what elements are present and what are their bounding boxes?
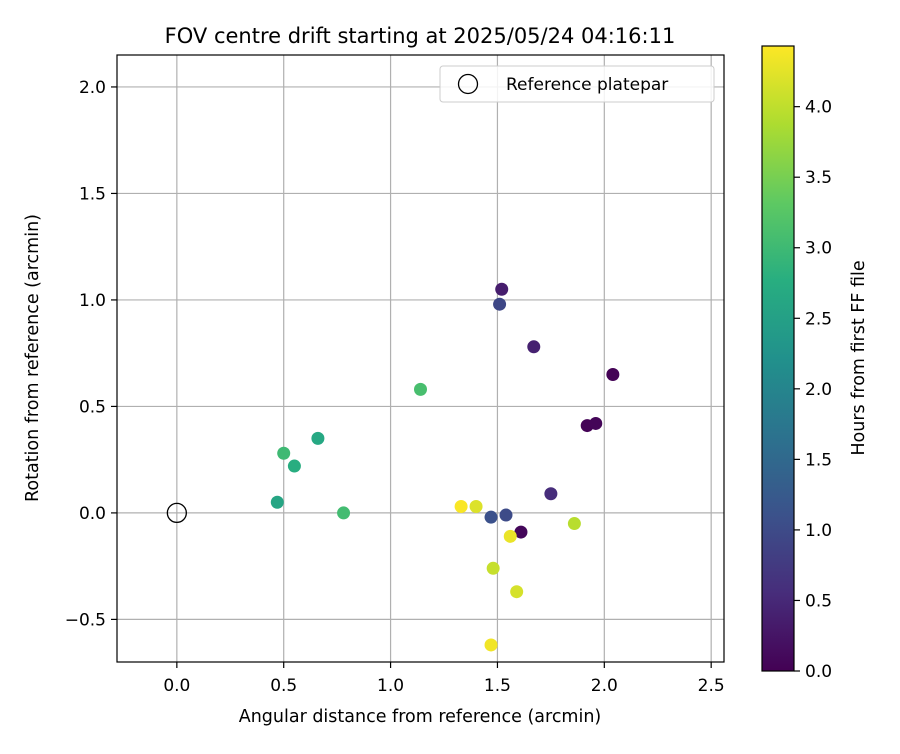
data-point xyxy=(311,431,325,445)
data-point xyxy=(484,510,498,524)
data-point xyxy=(484,638,498,652)
data-point xyxy=(527,340,541,354)
data-point xyxy=(270,495,284,509)
y-tick-label: 1.5 xyxy=(79,184,106,204)
legend: Reference platepar xyxy=(439,65,715,103)
data-point xyxy=(514,525,528,539)
x-tick-label: 0.0 xyxy=(163,676,190,696)
colorbar-gradient xyxy=(762,46,794,671)
legend-reference-marker xyxy=(457,73,479,95)
colorbar-tick-label: 0.0 xyxy=(805,662,832,682)
y-axis-ticks: −0.5 0.0 0.5 1.0 1.5 2.0 xyxy=(65,78,117,630)
colorbar-tick-label: 4.0 xyxy=(805,98,832,118)
reference-marker-group xyxy=(166,502,187,524)
x-tick-label: 0.5 xyxy=(270,676,297,696)
x-axis-label: Angular distance from reference (arcmin) xyxy=(239,707,602,727)
data-point xyxy=(277,446,291,460)
legend-label: Reference platepar xyxy=(506,75,668,95)
data-point xyxy=(469,500,483,514)
data-point xyxy=(606,367,620,381)
data-point xyxy=(589,416,603,430)
y-tick-label: 0.0 xyxy=(79,504,106,524)
data-point xyxy=(337,506,351,520)
data-point xyxy=(454,500,468,514)
x-tick-label: 1.5 xyxy=(484,676,511,696)
x-tick-label: 1.0 xyxy=(377,676,404,696)
data-point xyxy=(486,561,500,575)
data-point xyxy=(510,585,524,599)
colorbar-tick-label: 0.5 xyxy=(805,591,832,611)
data-point xyxy=(287,459,301,473)
legend-box xyxy=(439,65,715,103)
colorbar-tick-label: 2.0 xyxy=(805,380,832,400)
colorbar-label: Hours from first FF file xyxy=(849,260,869,455)
x-tick-label: 2.5 xyxy=(698,676,725,696)
colorbar-tick-label: 3.0 xyxy=(805,239,832,259)
y-tick-label: −0.5 xyxy=(65,610,106,630)
colorbar-ticks: 0.0 0.5 1.0 1.5 2.0 2.5 3.0 3.5 4.0 xyxy=(794,98,832,682)
y-axis-label: Rotation from reference (arcmin) xyxy=(23,214,43,502)
data-point xyxy=(495,282,509,296)
colorbar-frame xyxy=(761,45,795,672)
y-tick-label: 0.5 xyxy=(79,397,106,417)
data-point xyxy=(414,382,427,396)
y-tick-label: 1.0 xyxy=(79,291,106,311)
x-tick-label: 2.0 xyxy=(591,676,618,696)
data-point xyxy=(567,517,581,531)
data-point xyxy=(503,529,517,543)
colorbar-tick-label: 1.5 xyxy=(805,450,832,470)
data-point xyxy=(499,508,513,522)
colorbar-tick-label: 1.0 xyxy=(805,521,832,541)
data-points xyxy=(270,282,620,652)
plot-frame xyxy=(116,54,725,663)
reference-marker xyxy=(166,502,187,524)
data-point xyxy=(493,297,507,311)
colorbar-tick-label: 2.5 xyxy=(805,309,832,329)
colorbar-tick-label: 3.5 xyxy=(805,168,832,188)
x-axis-ticks: 0.0 0.5 1.0 1.5 2.0 2.5 xyxy=(163,662,725,696)
data-point xyxy=(544,487,558,501)
grid-lines xyxy=(117,55,724,662)
y-tick-label: 2.0 xyxy=(79,78,106,98)
chart-title: FOV centre drift starting at 2025/05/24 … xyxy=(165,24,676,48)
